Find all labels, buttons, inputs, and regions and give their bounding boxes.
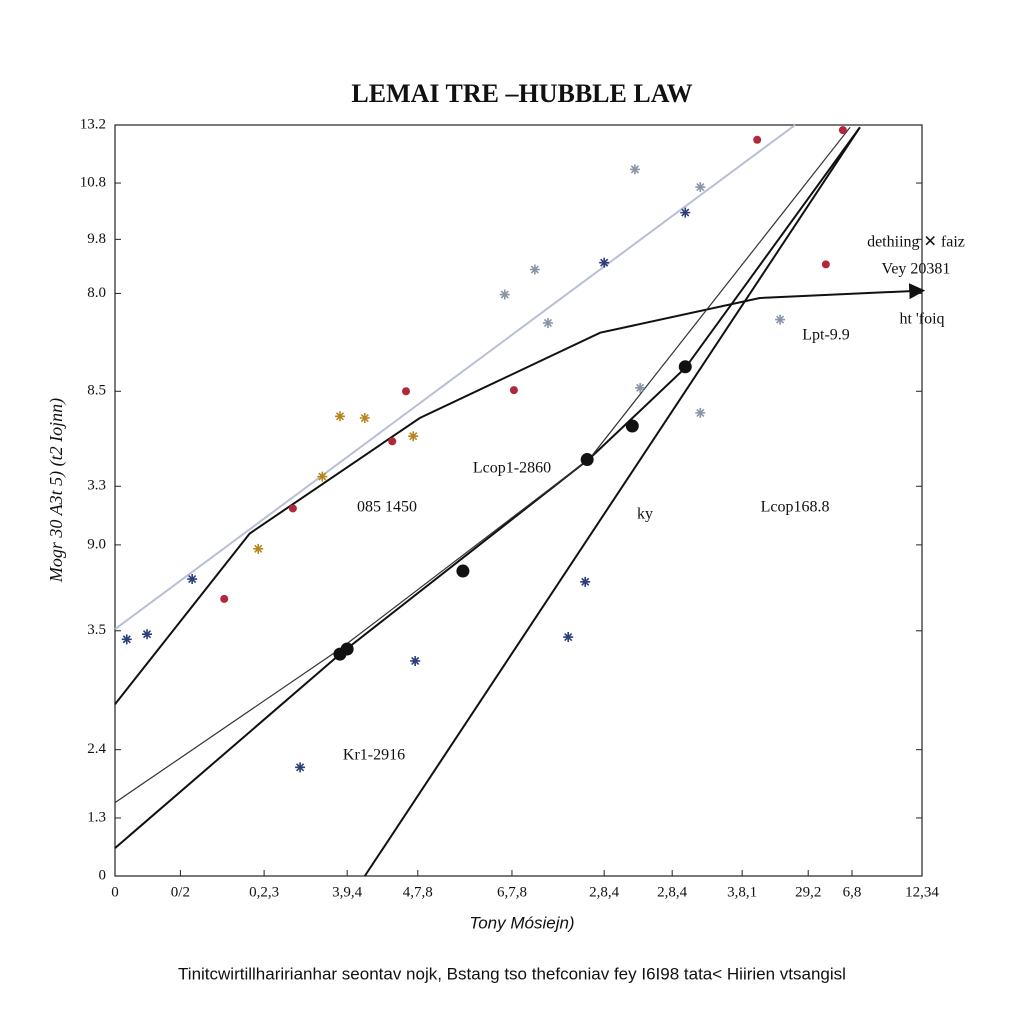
y-tick-label: 9.0: [87, 536, 106, 552]
x-tick-label: 6,7,8: [497, 884, 527, 900]
plot-frame: [114, 124, 923, 877]
star-point: [408, 431, 419, 442]
big-point: [625, 419, 639, 433]
star-point: [334, 411, 345, 422]
star-point: [635, 382, 646, 393]
x-axis-label: Tony Mósiejn): [469, 913, 574, 932]
x-tick-label: 2,8,4: [657, 884, 688, 900]
y-tick-label: 8.5: [87, 383, 106, 399]
y-tick-label: 1.3: [87, 809, 106, 825]
x-tick-label: 29,2: [795, 884, 821, 900]
star-point: [317, 471, 328, 482]
annotation: ky: [637, 506, 653, 523]
annotation: Lpt-9.9: [802, 327, 850, 344]
annotation: dethiing ✕ faiz: [867, 234, 965, 251]
line: [114, 126, 851, 804]
x-tick-label: 3,8,1: [727, 884, 757, 900]
star-point: [542, 317, 553, 328]
dot-point: [838, 126, 847, 135]
y-axis-label: Mogr 30 A3t 5) (t2 Iojnn): [46, 398, 67, 583]
star-point: [187, 574, 198, 585]
x-tick-label: 0,2,3: [249, 884, 279, 900]
y-tick-label: 0: [99, 867, 107, 883]
dot-point: [509, 386, 518, 395]
annotation: Vey 20381: [882, 261, 951, 278]
line: [363, 126, 861, 877]
x-tick-label: 12,34: [905, 884, 939, 900]
y-tick-label: 3.5: [87, 622, 106, 638]
y-tick-label: 8.0: [87, 285, 106, 301]
star-point: [680, 207, 691, 218]
y-tick-label: 10.8: [80, 174, 106, 190]
annotation: 085 1450: [357, 499, 417, 516]
annotation: Kr1-2916: [343, 747, 405, 764]
big-point: [456, 564, 470, 578]
star-point: [695, 182, 706, 193]
star-point: [499, 289, 510, 300]
caption: Tinitcwirtillharirianhar seontav nojk, B…: [178, 964, 846, 983]
star-point: [629, 164, 640, 175]
x-tick-label: 3,9,4: [332, 884, 363, 900]
star-point: [775, 314, 786, 325]
star-point: [359, 413, 370, 424]
dot-point: [821, 260, 830, 269]
star-point: [295, 762, 306, 773]
x-tick-label: 0: [111, 884, 119, 900]
star-point: [563, 632, 574, 643]
line: [114, 283, 926, 705]
line: [114, 124, 796, 630]
dot-point: [288, 504, 297, 513]
x-tick-label: 2,8,4: [589, 884, 620, 900]
dot-point: [388, 437, 397, 446]
annotation: ht 'foiq: [899, 311, 944, 328]
dot-point: [220, 594, 229, 603]
annotation: Lcop1-2860: [473, 460, 551, 477]
y-tick-label: 9.8: [87, 231, 106, 247]
chart-title: LEMAI TRE –HUBBLE LAW: [351, 79, 692, 108]
star-point: [410, 655, 421, 666]
y-tick-label: 13.2: [80, 116, 106, 132]
dot-point: [402, 387, 411, 396]
star-point: [695, 407, 706, 418]
y-tick-label: 3.3: [87, 478, 106, 494]
line: [114, 126, 861, 849]
y-tick-label: 2.4: [87, 741, 106, 757]
dot-point: [753, 135, 762, 144]
star-point: [529, 264, 540, 275]
x-tick-label: 0/2: [171, 884, 190, 900]
star-point: [580, 576, 591, 587]
star-point: [253, 543, 264, 554]
x-tick-label: 4,7,8: [403, 884, 433, 900]
annotation: Lcop168.8: [761, 499, 830, 516]
big-point: [580, 453, 594, 467]
x-tick-label: 6,8: [843, 884, 862, 900]
big-point: [340, 642, 354, 656]
big-point: [678, 360, 692, 374]
star-point: [121, 634, 132, 645]
star-point: [599, 257, 610, 268]
star-point: [142, 629, 153, 640]
